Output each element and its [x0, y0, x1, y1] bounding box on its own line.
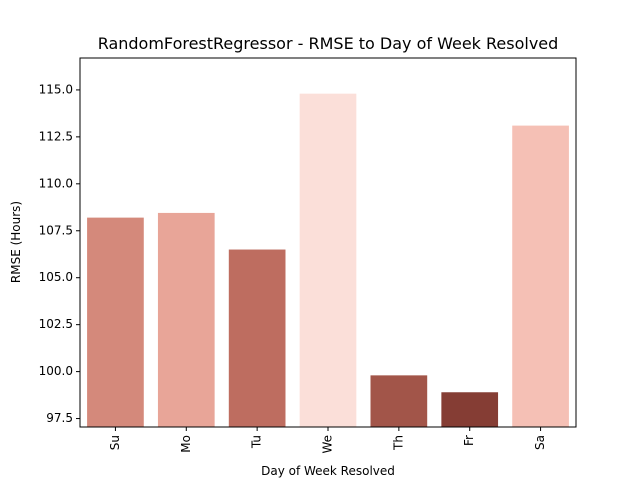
- bar-tu: [228, 249, 286, 427]
- bar-su: [87, 217, 144, 427]
- y-tick-label: 102.5: [39, 317, 73, 331]
- bars-group: [87, 93, 569, 428]
- y-tick-label: 107.5: [39, 223, 73, 237]
- y-tick-label: 105.0: [39, 270, 73, 284]
- bar-th: [370, 375, 428, 427]
- y-tick-label: 97.5: [46, 411, 73, 425]
- y-axis: 97.5 100.0 102.5 105.0 107.5 110.0 112.5 115.0: [39, 82, 80, 425]
- y-axis-title: RMSE (Hours): [9, 201, 23, 283]
- chart-title: RandomForestRegressor - RMSE to Day of W…: [98, 34, 559, 53]
- y-tick-label: 115.0: [39, 82, 73, 96]
- plot-frame: [79, 57, 577, 428]
- x-tick-label: Tu: [250, 435, 264, 449]
- bar-we: [299, 93, 357, 428]
- x-axis-title: Day of Week Resolved: [261, 464, 395, 478]
- y-tick-label: 100.0: [39, 364, 73, 378]
- bar-fr: [441, 392, 499, 427]
- x-tick-label: Su: [108, 435, 122, 450]
- bar-sa: [512, 125, 569, 427]
- x-tick-label: Fr: [462, 435, 476, 446]
- y-tick-label: 110.0: [39, 176, 73, 190]
- x-tick-label: We: [321, 435, 335, 454]
- x-axis: Su Mo Tu We Th Fr Sa: [108, 427, 547, 454]
- bar-mo: [157, 212, 215, 427]
- x-tick-label: Th: [391, 435, 405, 451]
- y-tick-label: 112.5: [39, 129, 73, 143]
- x-tick-label: Sa: [533, 435, 547, 450]
- x-tick-label: Mo: [179, 435, 193, 453]
